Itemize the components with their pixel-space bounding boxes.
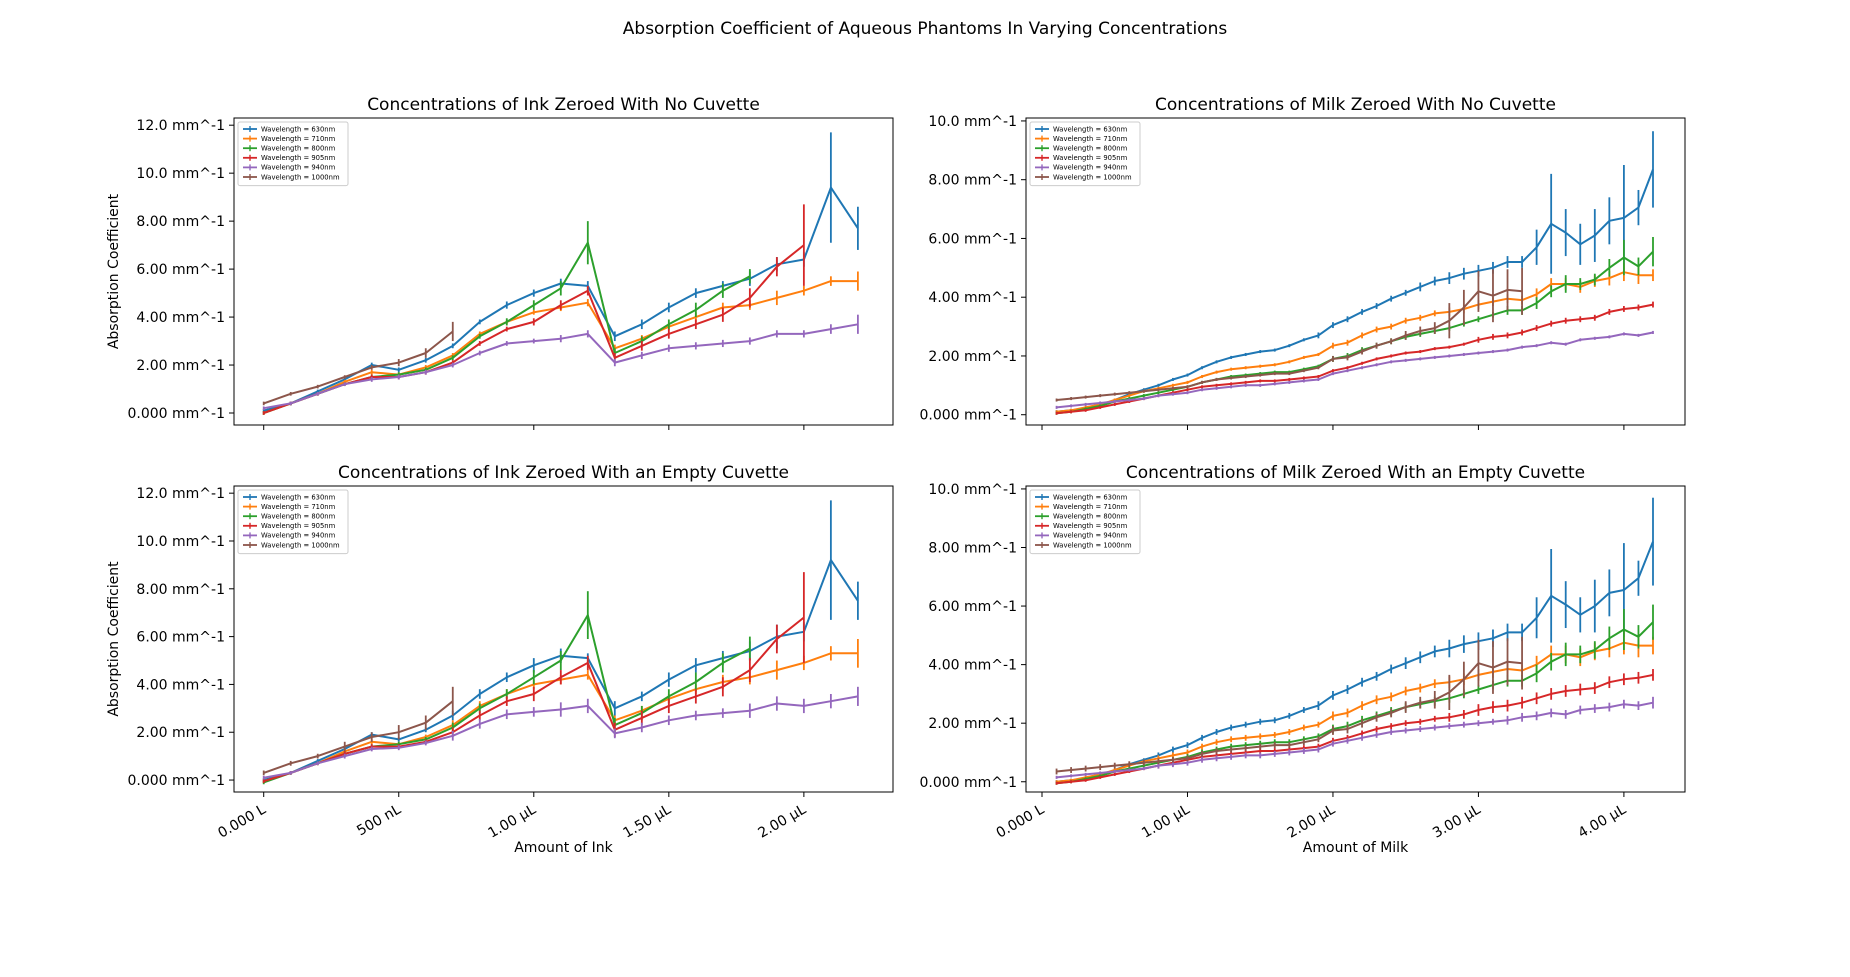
y-tick-label: 8.00 mm^-1 <box>928 173 1017 189</box>
legend-label: Wavelength = 940nm <box>261 164 336 172</box>
legend-box <box>1029 121 1141 187</box>
y-tick-label: 12.0 mm^-1 <box>136 486 225 502</box>
series-line <box>1056 621 1654 785</box>
legend: Wavelength = 630nm Wavelength = 710nm Wave… <box>1029 489 1141 555</box>
y-tick-label: 12.0 mm^-1 <box>136 118 225 134</box>
legend-label: Wavelength = 1000nm <box>261 541 340 549</box>
legend-label: Wavelength = 710nm <box>261 503 336 511</box>
y-tick-label: 0.000 mm^-1 <box>128 406 226 422</box>
legend-label: Wavelength = 1000nm <box>1053 541 1132 549</box>
axes-frame <box>1025 485 1686 793</box>
series-940nm <box>262 686 859 780</box>
legend-label: Wavelength = 800nm <box>1053 145 1128 153</box>
y-tick-label: 6.00 mm^-1 <box>136 262 225 278</box>
series-line <box>263 330 454 405</box>
subplot-title: Concentrations of Milk Zeroed With No Cu… <box>1155 95 1556 115</box>
axes-frame <box>233 485 894 793</box>
legend-label: Wavelength = 940nm <box>1053 532 1128 540</box>
legend-box <box>237 489 349 555</box>
series-630nm <box>1055 497 1654 784</box>
legend-label: Wavelength = 710nm <box>261 135 336 143</box>
y-tick-label: 4.00 mm^-1 <box>136 677 225 693</box>
y-tick-label: 4.00 mm^-1 <box>928 658 1017 674</box>
plot-area <box>262 500 859 785</box>
y-tick-label: 10.0 mm^-1 <box>136 534 225 550</box>
subplot-ink-no-cuvette: Concentrations of Ink Zeroed With No Cuv… <box>106 95 894 430</box>
series-1000nm <box>262 321 454 406</box>
series-line <box>1056 271 1653 413</box>
subplot-milk-no-cuvette: Concentrations of Milk Zeroed With No Cu… <box>920 95 1686 430</box>
y-tick-label: 10.0 mm^-1 <box>928 114 1017 130</box>
subplot-title: Concentrations of Ink Zeroed With No Cuv… <box>367 95 760 115</box>
y-tick-label: 10.0 mm^-1 <box>928 482 1017 498</box>
y-axis-label: Absorption Coefficient <box>106 193 122 349</box>
series-710nm <box>1055 263 1654 414</box>
legend-label: Wavelength = 905nm <box>261 154 336 162</box>
legend-label: Wavelength = 905nm <box>1053 154 1128 162</box>
legend-box <box>1029 489 1141 555</box>
legend: Wavelength = 630nm Wavelength = 710nm Wave… <box>237 121 349 187</box>
legend-label: Wavelength = 630nm <box>261 125 336 133</box>
y-tick-label: 8.00 mm^-1 <box>928 540 1017 556</box>
plot-area <box>1055 131 1654 415</box>
series-line <box>1056 701 1654 779</box>
legend-label: Wavelength = 940nm <box>261 532 336 540</box>
legend-label: Wavelength = 800nm <box>261 145 336 153</box>
series-line <box>1056 641 1653 783</box>
y-tick-label: 4.00 mm^-1 <box>928 290 1017 306</box>
series-940nm <box>1055 696 1654 779</box>
legend: Wavelength = 630nm Wavelength = 710nm Wave… <box>237 489 349 555</box>
legend-label: Wavelength = 710nm <box>1053 503 1128 511</box>
series-1000nm <box>1055 267 1523 402</box>
legend-label: Wavelength = 1000nm <box>261 173 340 181</box>
axes-frame <box>233 117 894 426</box>
y-axis-label: Absorption Coefficient <box>106 561 122 717</box>
y-tick-label: 6.00 mm^-1 <box>928 599 1017 615</box>
y-tick-label: 8.00 mm^-1 <box>136 582 225 598</box>
legend-label: Wavelength = 905nm <box>261 522 336 530</box>
legend-label: Wavelength = 710nm <box>1053 135 1128 143</box>
subplot-title: Concentrations of Ink Zeroed With an Emp… <box>338 463 789 483</box>
plot-area <box>262 132 859 415</box>
legend-label: Wavelength = 630nm <box>1053 125 1128 133</box>
series-line <box>263 700 454 774</box>
y-tick-label: 4.00 mm^-1 <box>136 310 225 326</box>
y-tick-label: 0.000 mm^-1 <box>920 408 1018 424</box>
series-1000nm <box>1055 636 1523 775</box>
series-line <box>1056 250 1654 415</box>
series-line <box>1056 331 1654 409</box>
y-tick-label: 2.00 mm^-1 <box>928 716 1017 732</box>
legend-label: Wavelength = 905nm <box>1053 522 1128 530</box>
legend: Wavelength = 630nm Wavelength = 710nm Wave… <box>1029 121 1141 187</box>
legend-label: Wavelength = 630nm <box>1053 493 1128 501</box>
series-940nm <box>262 314 859 411</box>
x-axis-label: Amount of Ink <box>514 840 613 856</box>
figure-title: Absorption Coefficient of Aqueous Phanto… <box>623 19 1228 39</box>
y-tick-label: 0.000 mm^-1 <box>920 775 1018 791</box>
legend-box <box>237 121 349 187</box>
axes-frame <box>1025 117 1686 426</box>
y-tick-label: 8.00 mm^-1 <box>136 214 225 230</box>
series-line <box>1056 169 1654 413</box>
series-940nm <box>1055 330 1654 409</box>
x-axis-label: Amount of Milk <box>1303 840 1409 856</box>
legend-label: Wavelength = 800nm <box>1053 513 1128 521</box>
y-tick-label: 2.00 mm^-1 <box>136 358 225 374</box>
legend-label: Wavelength = 1000nm <box>1053 173 1132 181</box>
series-line <box>1056 541 1654 783</box>
y-tick-label: 6.00 mm^-1 <box>928 231 1017 247</box>
y-tick-label: 2.00 mm^-1 <box>136 725 225 741</box>
legend-label: Wavelength = 800nm <box>261 513 336 521</box>
y-tick-label: 2.00 mm^-1 <box>928 349 1017 365</box>
legend-label: Wavelength = 630nm <box>261 493 336 501</box>
legend-label: Wavelength = 940nm <box>1053 164 1128 172</box>
plot-area <box>1055 497 1654 785</box>
subplot-title: Concentrations of Milk Zeroed With an Em… <box>1126 463 1585 483</box>
series-1000nm <box>262 686 454 776</box>
y-tick-label: 6.00 mm^-1 <box>136 630 225 646</box>
y-tick-label: 10.0 mm^-1 <box>136 166 225 182</box>
y-tick-label: 0.000 mm^-1 <box>128 773 226 789</box>
